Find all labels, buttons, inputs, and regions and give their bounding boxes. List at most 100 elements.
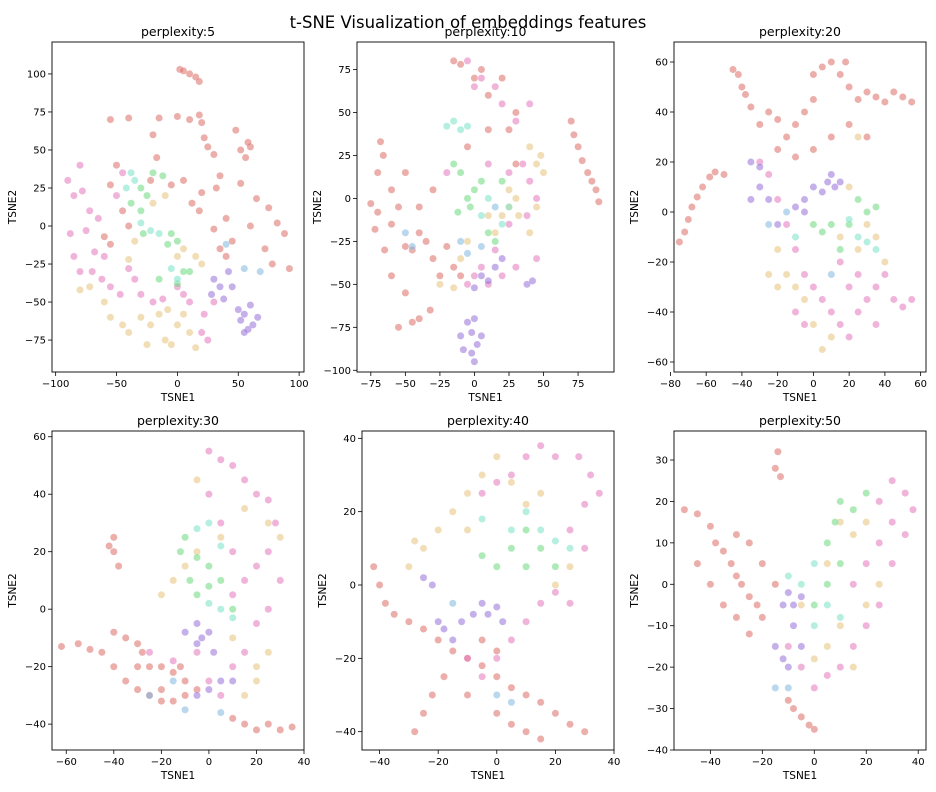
scatter-point: [782, 208, 791, 216]
scatter-point: [193, 591, 201, 599]
scatter-point: [470, 82, 479, 91]
scatter-point: [797, 601, 806, 609]
scatter-point: [523, 280, 531, 289]
scatter-point: [143, 191, 151, 200]
y-tick-label: 40: [33, 490, 46, 501]
scatter-point: [478, 672, 486, 681]
scatter-point: [827, 308, 836, 316]
scatter-point: [470, 314, 479, 323]
scatter-point: [551, 588, 560, 597]
scatter-point: [470, 357, 479, 366]
scatter-point: [380, 246, 389, 254]
scatter-point: [463, 280, 472, 289]
scatter-point: [408, 318, 417, 327]
scatter-point: [747, 195, 755, 204]
scatter-point: [228, 714, 237, 723]
scatter-point: [252, 619, 261, 628]
scatter-point: [827, 220, 836, 229]
scatter-point: [185, 267, 194, 276]
scatter-point: [809, 95, 818, 104]
scatter-point: [207, 290, 216, 299]
scatter-point: [507, 526, 516, 534]
scatter-point: [179, 290, 188, 299]
scatter-point: [566, 526, 574, 534]
scatter-point: [195, 111, 204, 119]
scatter-point: [491, 237, 500, 246]
scatter-point: [240, 504, 249, 513]
scatter-point: [381, 599, 390, 608]
scatter-point: [145, 648, 154, 657]
scatter-point: [477, 74, 486, 82]
scatter-point: [181, 677, 189, 685]
panels: −100 −50 0 50 100−75−50−250255075100perplexi…: [7, 24, 927, 782]
x-tick-label: 20: [549, 757, 562, 768]
y-tick-label: 0: [40, 222, 46, 233]
scatter-point: [252, 677, 261, 685]
x-tick-label: 0: [471, 379, 477, 390]
panel-title: perplexity:5: [141, 24, 215, 39]
scatter-point: [823, 601, 832, 609]
scatter-point: [551, 581, 560, 589]
scatter-point: [537, 151, 545, 160]
x-tick-label: 50: [537, 379, 550, 390]
scatter-point: [823, 178, 832, 186]
scatter-point: [800, 108, 809, 116]
scatter-point: [845, 183, 853, 191]
scatter-point: [244, 138, 252, 147]
scatter-point: [112, 161, 121, 169]
y-axis-label: TSNE2: [629, 573, 641, 608]
scatter-point: [143, 340, 151, 349]
scatter-point: [157, 591, 166, 599]
scatter-point: [756, 183, 764, 191]
y-tick-label: −40: [647, 746, 668, 757]
scatter-point: [158, 295, 167, 303]
x-tick-label: 20: [843, 379, 856, 390]
scatter-point: [191, 252, 200, 261]
scatter-point: [836, 559, 845, 568]
scatter-point: [693, 510, 702, 518]
y-tick-label: −40: [25, 720, 46, 731]
scatter-point: [74, 639, 82, 648]
y-tick-label: 0: [40, 605, 46, 616]
scatter-point: [492, 603, 501, 611]
scatter-point: [173, 112, 182, 121]
scatter-point: [720, 170, 728, 179]
scatter-point: [536, 441, 545, 450]
scatter-point: [124, 255, 133, 264]
scatter-point: [774, 447, 782, 456]
scatter-point: [899, 303, 907, 311]
scatter-point: [373, 208, 382, 216]
y-tick-label: −20: [335, 654, 356, 665]
scatter-point: [758, 559, 767, 568]
scatter-point: [536, 599, 545, 608]
scatter-point: [133, 639, 142, 648]
scatter-point: [466, 203, 475, 211]
scatter-point: [525, 100, 534, 108]
scatter-point: [240, 720, 249, 728]
scatter-point: [680, 228, 689, 236]
scatter-point: [98, 275, 106, 284]
scatter-point: [246, 222, 255, 230]
scatter-point: [491, 228, 500, 237]
x-axis-label: TSNE1: [782, 392, 817, 404]
scatter-point: [261, 244, 269, 253]
scatter-point: [522, 691, 530, 699]
scatter-point: [810, 621, 819, 630]
scatter-point: [470, 271, 479, 280]
scatter-point: [375, 581, 384, 589]
scatter-point: [415, 314, 424, 323]
scatter-point: [536, 698, 545, 707]
scatter-point: [181, 628, 189, 637]
scatter-point: [888, 476, 897, 485]
scatter-point: [415, 203, 424, 211]
scatter-point: [197, 328, 206, 337]
scatter-point: [711, 539, 720, 547]
scatter-point: [448, 636, 457, 644]
scatter-point: [110, 533, 118, 542]
scatter-point: [169, 576, 177, 585]
y-tick-label: −20: [25, 662, 46, 673]
scatter-point: [791, 233, 800, 241]
scatter-point: [463, 57, 472, 65]
x-tick-label: 40: [608, 757, 621, 768]
scatter-point: [152, 153, 161, 162]
